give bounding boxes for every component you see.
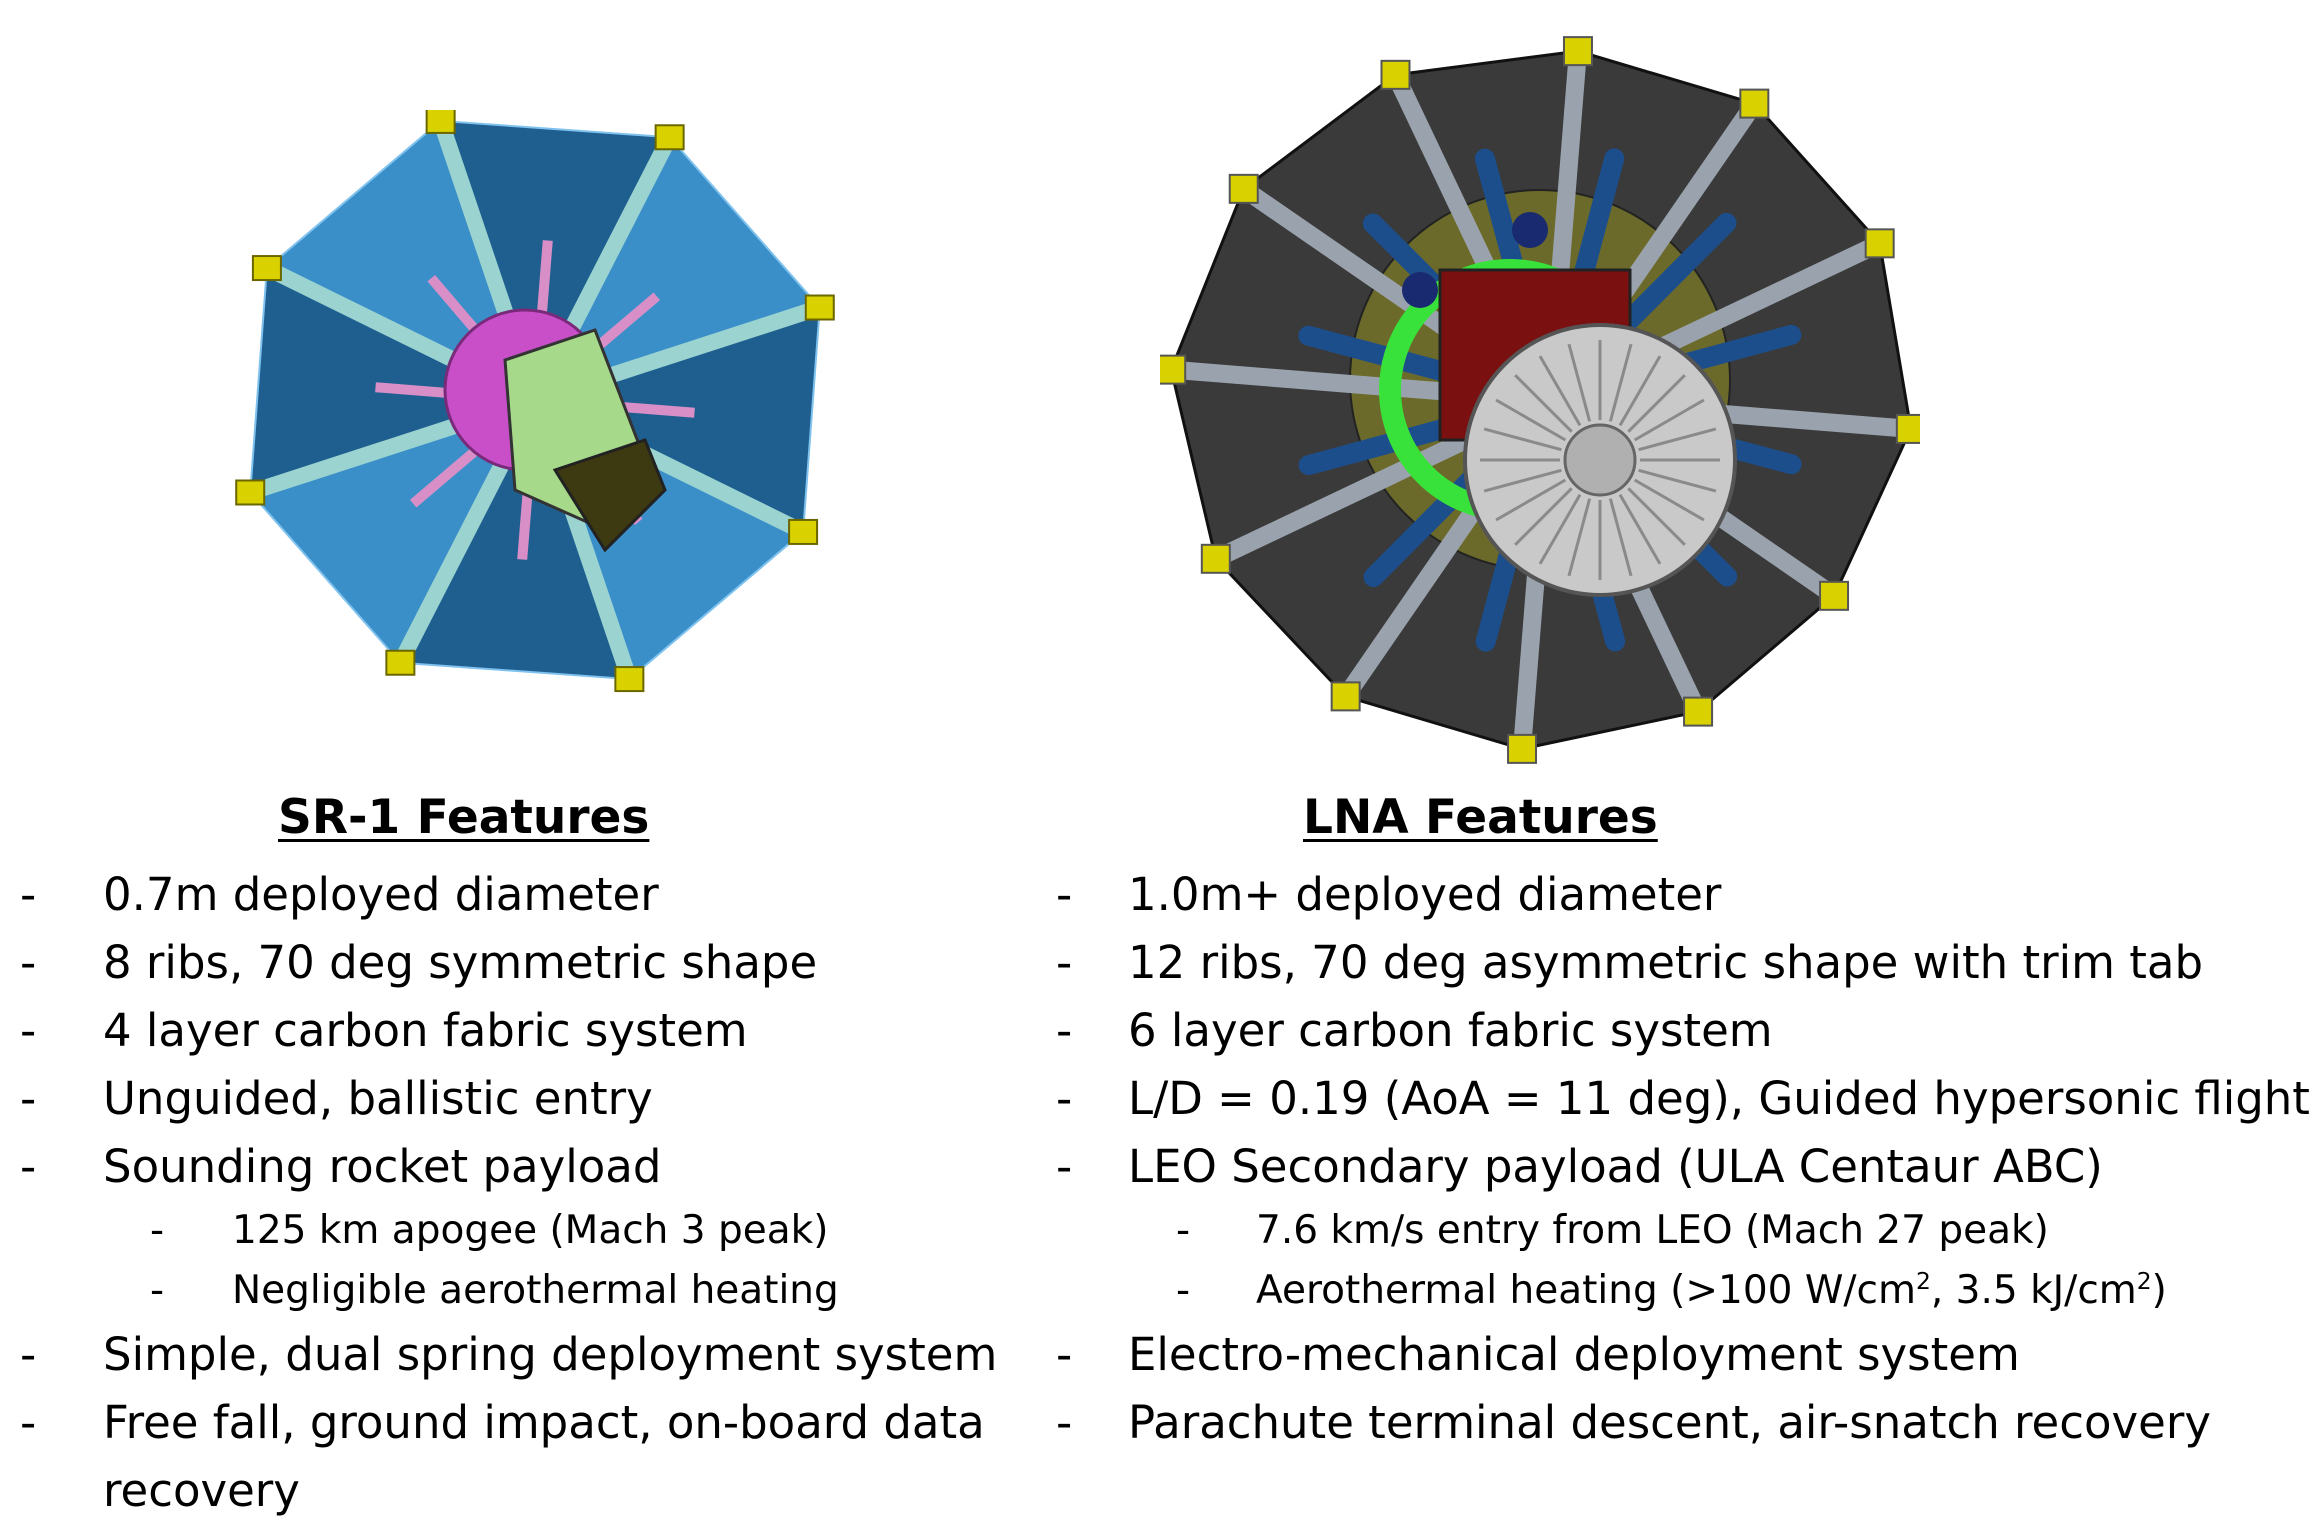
bullet-dash: -: [20, 1004, 37, 1057]
bullet-dash: -: [20, 1396, 37, 1449]
disc-spoke: [1627, 374, 1686, 433]
disc-spoke: [1495, 398, 1567, 442]
feature-text: 12 ribs, 70 deg asymmetric shape with tr…: [1128, 936, 2204, 989]
disc-spoke: [1567, 498, 1592, 577]
lna-vehicle-illustration: [1160, 36, 1920, 764]
feature-text: 1.0m+ deployed diameter: [1128, 868, 1722, 921]
bullet-dash: -: [1056, 1004, 1073, 1057]
bullet-dash: -: [1056, 1072, 1073, 1125]
feature-text: Aerothermal heating (>100 W/cm2, 3.5 kJ/…: [1256, 1267, 2167, 1313]
disc-spoke: [1608, 343, 1633, 422]
disc-spoke: [1618, 493, 1662, 565]
bullet-dash: -: [1176, 1268, 1191, 1313]
feature-text: 0.7m deployed diameter: [103, 868, 659, 921]
disc-spoke: [1608, 498, 1633, 577]
disc-spoke: [1483, 427, 1562, 452]
disc-spoke: [1633, 398, 1705, 442]
feature-text: 4 layer carbon fabric system: [103, 1004, 748, 1057]
rib-tip-fitting: [1228, 173, 1259, 204]
disc-spoke: [1538, 493, 1582, 565]
bullet-dash: -: [1056, 1396, 1073, 1449]
rib-tip-fitting: [425, 110, 456, 134]
feature-text: Parachute terminal descent, air-snatch r…: [1128, 1396, 2211, 1449]
disc-spoke: [1495, 478, 1567, 522]
rib-tip-fitting: [1160, 354, 1187, 385]
disc-hub: [1563, 423, 1637, 497]
rib-tip-fitting: [1683, 696, 1714, 727]
rib-tip-fitting: [1507, 733, 1538, 764]
feature-text: L/D = 0.19 (AoA = 11 deg), Guided hypers…: [1128, 1072, 2310, 1125]
bullet-dash: -: [1056, 868, 1073, 921]
feature-text: LEO Secondary payload (ULA Centaur ABC): [1128, 1140, 2103, 1193]
bullet-dash: -: [150, 1268, 165, 1313]
rib-tip-fitting: [235, 479, 266, 506]
disc-spoke: [1633, 478, 1705, 522]
disc-spoke: [1538, 355, 1582, 427]
thruster: [1402, 272, 1438, 308]
feature-text: Sounding rocket payload: [103, 1140, 662, 1193]
rib-tip-fitting: [1200, 543, 1231, 574]
superscript: 2: [1915, 1267, 1931, 1295]
sr1-features-title: SR-1 Features: [278, 790, 650, 845]
disc-spoke: [1567, 343, 1592, 422]
feature-text: Negligible aerothermal heating: [232, 1268, 839, 1313]
disc-spoke: [1483, 468, 1562, 493]
bullet-dash: -: [20, 1072, 37, 1125]
bullet-dash: -: [150, 1208, 165, 1253]
disc-spoke: [1618, 355, 1662, 427]
sr1-vehicle-illustration: [235, 110, 835, 693]
lna-features-title: LNA Features: [1303, 790, 1658, 845]
feature-text: 125 km apogee (Mach 3 peak): [232, 1208, 829, 1253]
bullet-dash: -: [20, 936, 37, 989]
rib-tip-fitting: [788, 518, 819, 545]
feature-text: 6 layer carbon fabric system: [1128, 1004, 1773, 1057]
superscript: 2: [2136, 1267, 2152, 1295]
disc-spoke: [1638, 468, 1717, 493]
rib-tip-fitting: [1864, 228, 1895, 259]
feature-text: Simple, dual spring deployment system: [103, 1328, 998, 1381]
feature-text: 8 ribs, 70 deg symmetric shape: [103, 936, 818, 989]
rib-tip-fitting: [1562, 36, 1593, 67]
thruster: [1512, 212, 1548, 248]
rib-tip-fitting: [804, 294, 835, 321]
rib-tip-fitting: [1819, 580, 1850, 611]
rib-tip-fitting: [1739, 88, 1770, 119]
feature-text: 7.6 km/s entry from LEO (Mach 27 peak): [1256, 1208, 2049, 1253]
payload-base: [552, 438, 667, 553]
rib-tip-fitting: [614, 666, 645, 693]
bullet-dash: -: [1056, 1328, 1073, 1381]
rib-tip-fitting: [1895, 413, 1920, 444]
disc-spoke: [1514, 374, 1573, 433]
bullet-dash: -: [1056, 1140, 1073, 1193]
rib-tip-fitting: [251, 255, 282, 282]
rib-tip-fitting: [654, 124, 685, 151]
feature-text: Free fall, ground impact, on-board data …: [103, 1396, 985, 1517]
feature-text: Electro-mechanical deployment system: [1128, 1328, 2020, 1381]
rib-tip-fitting: [1330, 681, 1361, 712]
bullet-dash: -: [20, 868, 37, 921]
bullet-dash: -: [20, 1328, 37, 1381]
rib-tip-fitting: [385, 649, 416, 676]
bullet-dash: -: [1056, 936, 1073, 989]
disc-spoke: [1638, 427, 1717, 452]
feature-text: Unguided, ballistic entry: [103, 1072, 653, 1125]
bullet-dash: -: [20, 1140, 37, 1193]
bullet-dash: -: [1176, 1208, 1191, 1253]
disc-spoke: [1627, 487, 1686, 546]
disc-spoke: [1514, 487, 1573, 546]
rib-tip-fitting: [1380, 59, 1411, 90]
